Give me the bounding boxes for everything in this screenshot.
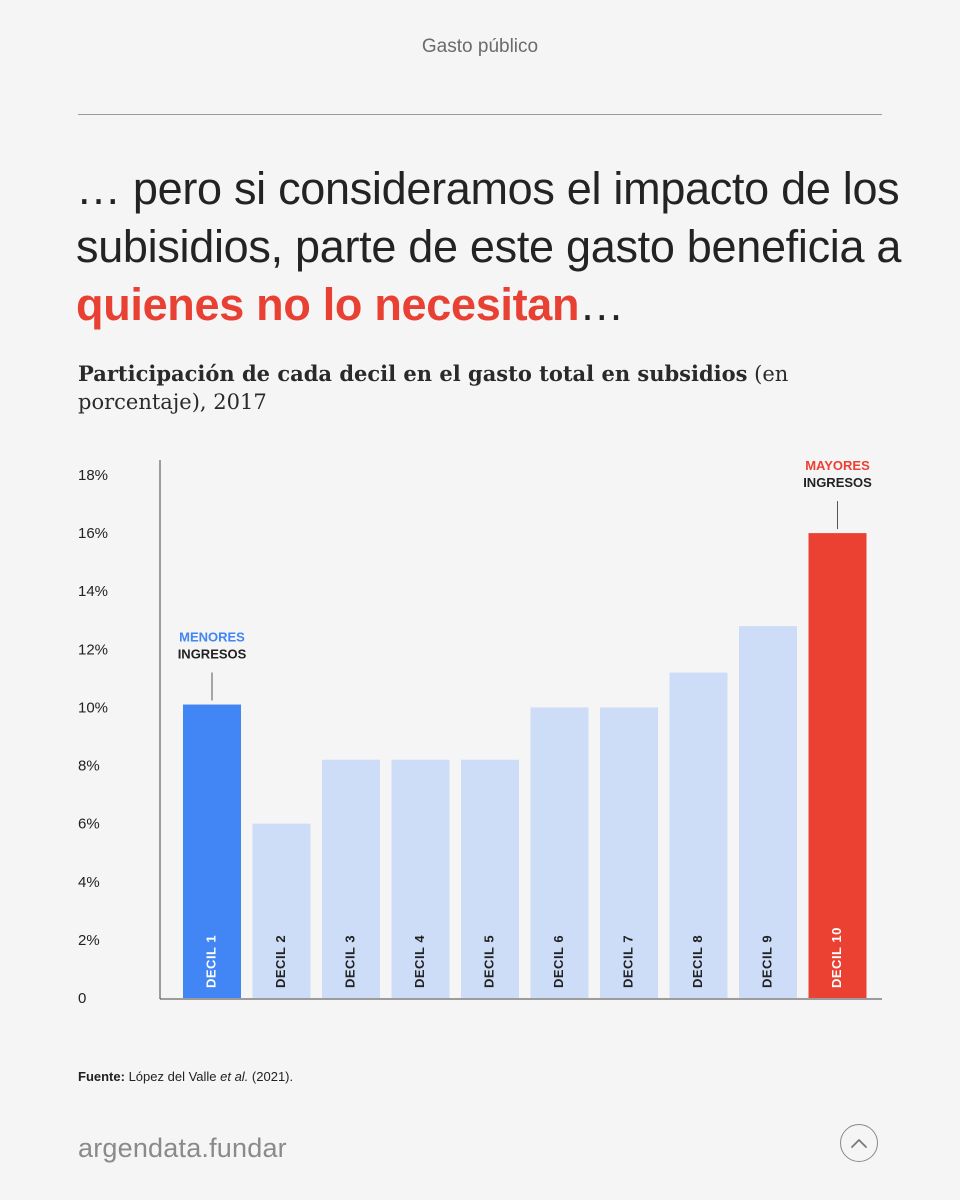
headline: … pero si consideramos el impacto de los… xyxy=(76,160,906,334)
bar[interactable] xyxy=(322,759,380,998)
y-tick-label: 10% xyxy=(78,699,108,716)
y-tick-label: 8% xyxy=(78,758,100,775)
bar[interactable] xyxy=(808,533,867,998)
source-year: (2021). xyxy=(248,1069,294,1084)
bar-category-label: DECIL 2 xyxy=(273,935,288,988)
bar-category-label: DECIL 9 xyxy=(759,935,774,988)
bar[interactable] xyxy=(461,759,519,998)
bar[interactable] xyxy=(739,626,797,998)
section-title: Gasto público xyxy=(421,36,539,57)
bar-category-label: DECIL 5 xyxy=(481,935,496,988)
source-etal: et al. xyxy=(220,1069,249,1084)
bar-category-label: DECIL 10 xyxy=(829,927,844,988)
y-tick-label: 4% xyxy=(78,874,100,891)
bar-category-label: DECIL 3 xyxy=(342,935,357,988)
chart-subtitle: Participación de cada decil en el gasto … xyxy=(78,360,878,416)
bar-category-label: DECIL 4 xyxy=(412,935,427,988)
scroll-up-button[interactable] xyxy=(840,1124,878,1162)
headline-text: … pero si consideramos el impacto de los… xyxy=(76,163,902,272)
bar[interactable] xyxy=(530,707,589,998)
chart-subtitle-bold: Participación de cada decil en el gasto … xyxy=(78,361,748,386)
annotation-label: INGRESOS xyxy=(178,647,247,662)
annotation-label: MAYORES xyxy=(805,458,870,473)
headline-highlight: quienes no lo necesitan xyxy=(76,279,580,330)
y-tick-label: 12% xyxy=(78,641,108,658)
y-tick-label: 18% xyxy=(78,467,108,484)
y-tick-label: 2% xyxy=(78,932,100,949)
chevron-up-icon xyxy=(851,1139,867,1148)
bar[interactable] xyxy=(600,707,658,998)
bar[interactable] xyxy=(391,759,450,998)
y-tick-label: 6% xyxy=(78,816,100,833)
annotation-label: MENORES xyxy=(179,630,245,645)
source-note: Fuente: López del Valle et al. (2021). xyxy=(78,1069,293,1084)
bar[interactable] xyxy=(183,704,241,998)
bar-category-label: DECIL 8 xyxy=(690,935,705,988)
source-label: Fuente: xyxy=(78,1069,125,1084)
bar-category-label: DECIL 6 xyxy=(551,935,566,988)
divider xyxy=(78,114,882,115)
bar[interactable] xyxy=(252,823,311,998)
source-authors: López del Valle xyxy=(128,1069,221,1084)
bar[interactable] xyxy=(669,672,728,998)
headline-ellipsis: … xyxy=(579,279,624,330)
brand-logo-text[interactable]: argendata.fundar xyxy=(78,1133,287,1163)
y-tick-label: 0 xyxy=(78,990,86,1007)
y-tick-label: 16% xyxy=(78,525,108,542)
bar-category-label: DECIL 1 xyxy=(203,935,218,988)
chart-subtitle-rest: (en porcentaje), 2017 xyxy=(78,362,789,414)
annotation-label: INGRESOS xyxy=(803,475,872,490)
bar-category-label: DECIL 7 xyxy=(620,935,635,988)
y-tick-label: 14% xyxy=(78,583,108,600)
